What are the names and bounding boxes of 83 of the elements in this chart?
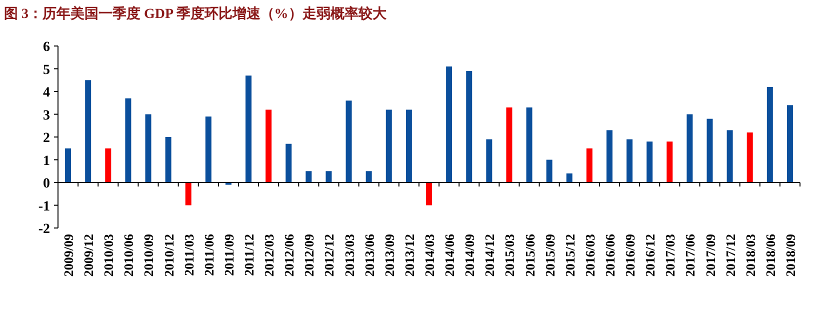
x-tick-label: 2011/03 bbox=[181, 234, 196, 276]
bar bbox=[766, 86, 773, 182]
x-tick-label: 2015/12 bbox=[562, 234, 578, 277]
bar bbox=[426, 182, 432, 206]
bar bbox=[606, 130, 612, 182]
x-tick-label: 2012/12 bbox=[322, 234, 337, 277]
bar bbox=[105, 148, 112, 182]
y-tick-label: 4 bbox=[43, 86, 50, 100]
bar bbox=[205, 116, 212, 182]
x-tick-label: 2013/06 bbox=[362, 234, 377, 277]
bar bbox=[446, 66, 452, 182]
bar bbox=[386, 110, 392, 182]
x-tick-label: 2015/09 bbox=[542, 234, 558, 277]
bar bbox=[586, 148, 592, 182]
bar bbox=[706, 118, 713, 182]
x-tick-label: 2011/12 bbox=[242, 234, 257, 276]
x-tick-label: 2009/12 bbox=[81, 234, 96, 277]
y-tick-label: 6 bbox=[43, 40, 50, 55]
x-tick-label: 2010/06 bbox=[121, 234, 136, 277]
bar bbox=[406, 110, 412, 182]
x-tick-label: 2016/12 bbox=[642, 234, 658, 277]
y-tick-label: 0 bbox=[43, 176, 50, 192]
x-tick-label: 2014/03 bbox=[422, 234, 437, 277]
bar bbox=[726, 130, 733, 182]
x-tick-label: 2013/09 bbox=[382, 234, 397, 277]
bar bbox=[486, 139, 492, 182]
y-tick-label: -1 bbox=[38, 199, 50, 214]
x-tick-label: 2012/03 bbox=[262, 234, 277, 277]
bar bbox=[185, 182, 192, 206]
bar bbox=[165, 137, 172, 182]
bar bbox=[346, 100, 352, 182]
x-tick-label: 2018/09 bbox=[782, 234, 798, 277]
bar bbox=[286, 144, 292, 182]
bar bbox=[526, 107, 532, 182]
x-tick-label: 2012/06 bbox=[282, 234, 297, 277]
bar bbox=[466, 71, 472, 182]
bar bbox=[145, 114, 152, 182]
bar bbox=[306, 171, 312, 182]
bar bbox=[566, 173, 572, 182]
x-tick-label: 2011/09 bbox=[221, 234, 236, 276]
bar bbox=[626, 139, 633, 182]
x-tick-label: 2015/06 bbox=[522, 234, 538, 277]
y-tick-label: 3 bbox=[43, 108, 50, 124]
y-tick-label: 5 bbox=[43, 62, 50, 78]
x-tick-label: 2016/09 bbox=[622, 234, 638, 277]
x-tick-label: 2017/03 bbox=[662, 234, 678, 277]
x-tick-label: 2018/03 bbox=[742, 234, 758, 277]
x-tick-label: 2013/12 bbox=[402, 234, 417, 277]
x-tick-label: 2016/06 bbox=[602, 234, 618, 277]
bar bbox=[506, 107, 512, 182]
bar bbox=[246, 76, 252, 182]
x-tick-label: 2012/09 bbox=[302, 234, 317, 277]
bar bbox=[125, 98, 132, 182]
x-tick-label: 2011/06 bbox=[201, 234, 216, 276]
bar bbox=[786, 105, 793, 182]
chart-title: 图 3：历年美国一季度 GDP 季度环比增速（%）走弱概率较大 bbox=[4, 5, 388, 22]
x-tick-label: 2017/12 bbox=[722, 234, 738, 277]
bar bbox=[85, 80, 92, 182]
x-tick-label: 2010/03 bbox=[101, 234, 116, 277]
x-tick-label: 2016/03 bbox=[582, 234, 598, 277]
x-tick-label: 2015/03 bbox=[502, 234, 518, 277]
x-tick-label: 2010/09 bbox=[141, 234, 156, 277]
x-tick-label: 2014/12 bbox=[482, 234, 498, 277]
bar bbox=[546, 160, 552, 182]
bar bbox=[646, 142, 653, 182]
x-tick-label: 2014/06 bbox=[442, 234, 458, 277]
bar bbox=[666, 142, 673, 182]
x-tick-label: 2018/06 bbox=[762, 234, 778, 277]
x-tick-label: 2013/03 bbox=[342, 234, 357, 277]
y-tick-label: 2 bbox=[43, 131, 50, 146]
bar bbox=[366, 171, 372, 182]
x-tick-label: 2017/06 bbox=[682, 234, 698, 277]
bar bbox=[266, 110, 272, 182]
bar bbox=[65, 148, 72, 182]
x-tick-label: 2010/12 bbox=[161, 234, 176, 277]
x-tick-label: 2014/09 bbox=[462, 234, 478, 277]
x-tick-label: 2017/09 bbox=[702, 234, 718, 277]
bar bbox=[686, 114, 693, 182]
y-tick-label: 1 bbox=[43, 154, 50, 169]
bar bbox=[746, 132, 753, 182]
bar bbox=[326, 171, 332, 182]
y-tick-label: -2 bbox=[38, 222, 50, 237]
x-tick-label: 2009/09 bbox=[61, 234, 76, 277]
